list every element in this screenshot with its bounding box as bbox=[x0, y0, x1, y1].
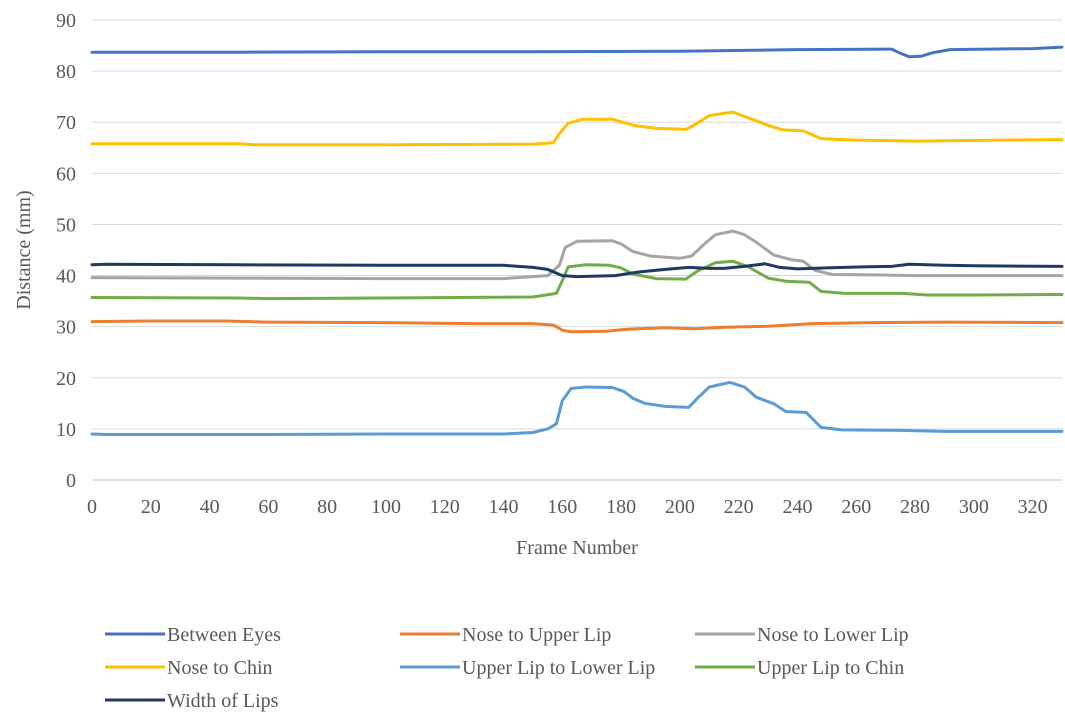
legend-item-nose-to-chin: Nose to Chin bbox=[105, 657, 273, 679]
grid-lines bbox=[92, 19, 1062, 430]
x-tick-label-120: 120 bbox=[430, 496, 460, 518]
legend-item-between-eyes: Between Eyes bbox=[105, 624, 281, 646]
legend-label-nose-to-chin: Nose to Chin bbox=[167, 657, 273, 679]
y-tick-label-10: 10 bbox=[56, 419, 76, 441]
series-line-nose-to-chin bbox=[90, 110, 1064, 147]
series-line-between-eyes bbox=[90, 45, 1064, 59]
x-tick-label-140: 140 bbox=[489, 496, 519, 518]
legend-label-upper-lip-to-chin: Upper Lip to Chin bbox=[757, 657, 904, 679]
legend-item-width-of-lips: Width of Lips bbox=[105, 690, 279, 712]
series-line-width-of-lips bbox=[90, 262, 1064, 279]
x-tick-label-280: 280 bbox=[900, 496, 930, 518]
y-tick-label-30: 30 bbox=[56, 317, 76, 339]
series-line-upper-lip-to-chin bbox=[90, 259, 1064, 301]
x-tick-label-60: 60 bbox=[258, 496, 278, 518]
legend-item-nose-to-lower-lip: Nose to Lower Lip bbox=[695, 624, 909, 646]
x-tick-label-260: 260 bbox=[841, 496, 871, 518]
y-axis-title: Distance (mm) bbox=[13, 190, 35, 309]
x-tick-label-200: 200 bbox=[665, 496, 695, 518]
y-tick-label-40: 40 bbox=[56, 266, 76, 288]
y-tick-label-70: 70 bbox=[56, 112, 76, 134]
y-tick-label-90: 90 bbox=[56, 10, 76, 32]
x-tick-label-0: 0 bbox=[87, 496, 97, 518]
y-tick-label-80: 80 bbox=[56, 61, 76, 83]
x-axis-title: Frame Number bbox=[516, 537, 638, 559]
legend-label-width-of-lips: Width of Lips bbox=[167, 690, 279, 712]
x-tick-label-300: 300 bbox=[959, 496, 989, 518]
tick-labels: 0 10 20 30 40 50 60 70 80 90 0 20 40 60 80 100 120 140 160… bbox=[56, 10, 1048, 518]
legend-item-nose-to-upper-lip: Nose to Upper Lip bbox=[400, 624, 611, 646]
legend-label-nose-to-upper-lip: Nose to Upper Lip bbox=[462, 624, 611, 646]
legend-label-between-eyes: Between Eyes bbox=[167, 624, 281, 646]
y-tick-label-0: 0 bbox=[66, 470, 76, 492]
x-tick-label-320: 320 bbox=[1018, 496, 1048, 518]
x-tick-label-80: 80 bbox=[317, 496, 337, 518]
x-tick-label-20: 20 bbox=[141, 496, 161, 518]
legend-item-upper-lip-to-lower-lip: Upper Lip to Lower Lip bbox=[400, 657, 655, 679]
legend-label-nose-to-lower-lip: Nose to Lower Lip bbox=[757, 624, 909, 646]
series-lines bbox=[90, 45, 1064, 436]
x-tick-label-160: 160 bbox=[547, 496, 577, 518]
legend-label-upper-lip-to-lower-lip: Upper Lip to Lower Lip bbox=[462, 657, 655, 679]
x-tick-label-100: 100 bbox=[371, 496, 401, 518]
legend: Between Eyes Nose to Upper Lip Nose to Low… bbox=[105, 624, 909, 712]
x-tick-label-220: 220 bbox=[724, 496, 754, 518]
y-tick-label-50: 50 bbox=[56, 214, 76, 236]
x-tick-label-180: 180 bbox=[606, 496, 636, 518]
x-tick-label-240: 240 bbox=[782, 496, 812, 518]
x-tick-label-40: 40 bbox=[200, 496, 220, 518]
series-line-upper-lip-to-lower-lip bbox=[90, 380, 1064, 436]
y-tick-label-60: 60 bbox=[56, 163, 76, 185]
series-line-nose-to-upper-lip bbox=[90, 319, 1064, 334]
y-tick-label-20: 20 bbox=[56, 368, 76, 390]
legend-item-upper-lip-to-chin: Upper Lip to Chin bbox=[695, 657, 904, 679]
series-line-nose-to-lower-lip bbox=[90, 229, 1064, 281]
